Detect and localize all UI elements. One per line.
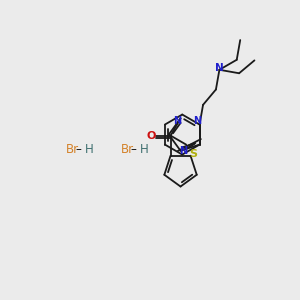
Text: Br: Br xyxy=(66,143,79,157)
Text: N: N xyxy=(180,146,188,156)
Text: N: N xyxy=(215,63,224,73)
Text: O: O xyxy=(146,131,156,141)
Text: –: – xyxy=(130,143,136,156)
Text: N: N xyxy=(193,116,201,127)
Text: N: N xyxy=(173,116,181,126)
Text: Br: Br xyxy=(121,143,134,157)
Text: H: H xyxy=(140,143,148,157)
Text: S: S xyxy=(190,149,198,159)
Text: H: H xyxy=(85,143,94,157)
Text: –: – xyxy=(75,143,81,156)
